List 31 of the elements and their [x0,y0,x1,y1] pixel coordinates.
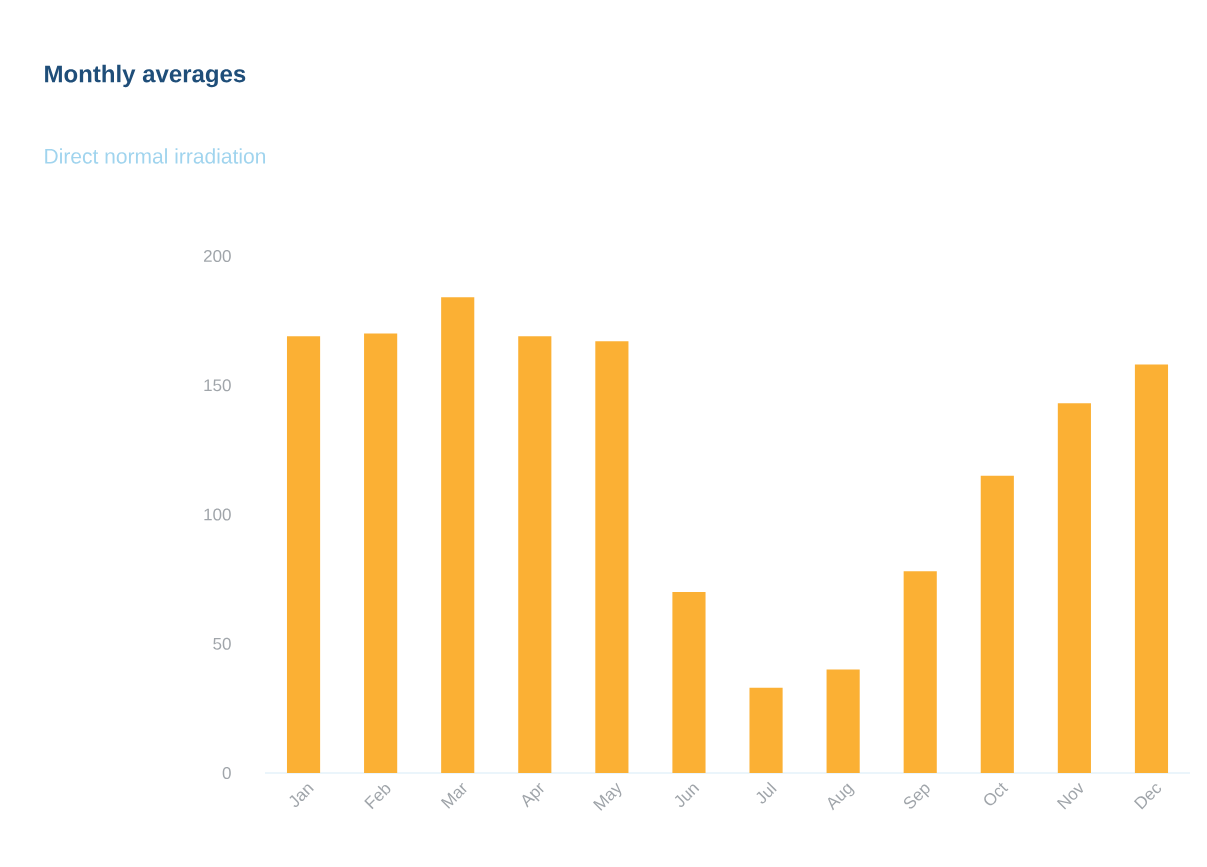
bar [980,475,1014,773]
x-tick-label: Apr [522,782,544,808]
bar [903,571,937,773]
x-tick-label: Feb [364,784,391,810]
y-tick-label: 100 [204,508,231,521]
chart-title: Monthly averages [45,64,246,88]
bar [286,336,321,773]
x-tick-label: Sep [903,784,930,809]
bar [595,341,629,773]
bar [1057,403,1091,773]
bar [364,333,398,773]
bar [518,336,552,773]
chart-subtitle: Direct normal irradiation [45,148,266,164]
y-tick-label: 150 [204,379,231,392]
y-tick-label: 200 [203,249,231,263]
x-tick-label: Dec [1133,784,1162,810]
x-tick-label: Mar [440,782,467,809]
bar [441,297,475,773]
x-tick-label: Jul [756,781,777,804]
x-tick-label: Aug [827,783,855,811]
bar [826,669,860,773]
x-tick-label: Jun [674,784,700,808]
x-tick-label: Oct [984,782,1009,806]
bar [749,687,783,773]
bar [672,592,706,773]
x-tick-label: Jan [289,784,314,808]
bar [1134,364,1169,773]
x-tick-label: Nov [1056,782,1084,810]
y-tick-label: 50 [213,637,231,650]
y-tick-label: 0 [222,766,231,780]
x-tick-label: May [592,782,622,811]
